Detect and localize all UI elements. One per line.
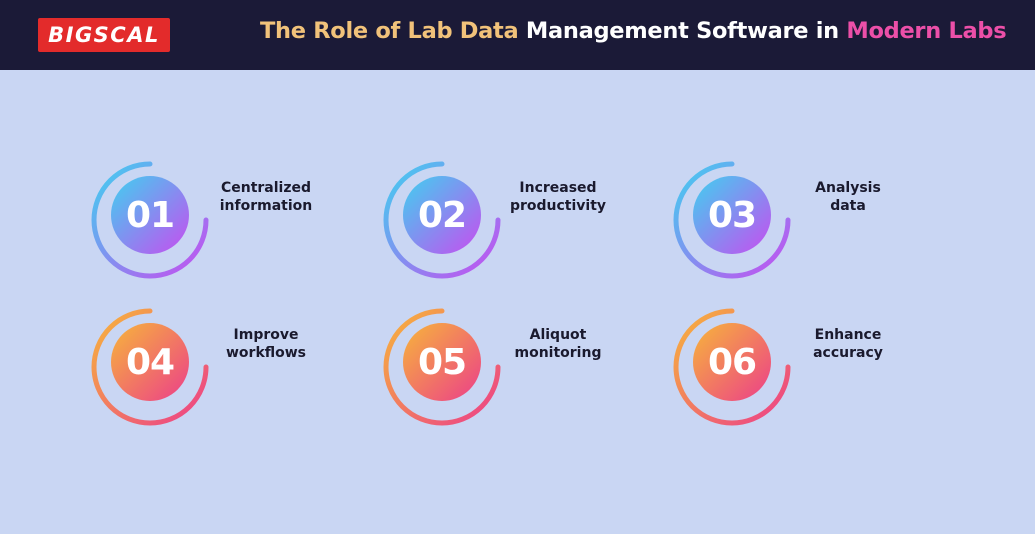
page-title: The Role of Lab Data Management Software… [260, 18, 1007, 44]
logo-text: BIGSCAL [48, 23, 160, 47]
feature-item-06: 06 Enhance accuracy [670, 305, 930, 435]
ring-decoration [383, 161, 638, 279]
step-number-badge: 03 [693, 176, 771, 254]
step-label: Aliquot monitoring [498, 326, 618, 362]
step-label-line2: information [219, 198, 313, 214]
step-number-badge: 05 [403, 323, 481, 401]
title-part-3: Modern Labs [846, 18, 1007, 44]
step-label-line1: Analysis [815, 180, 881, 196]
feature-item-04: 04 Improve workflows [88, 305, 348, 435]
step-label: Enhance accuracy [788, 326, 908, 362]
feature-item-03: 03 Analysis data [670, 158, 930, 288]
step-label-line2: monitoring [514, 345, 602, 361]
header-bar: BIGSCAL The Role of Lab Data Management … [0, 0, 1035, 70]
step-label-line1: Centralized [220, 180, 312, 196]
step-label-line2: data [830, 198, 866, 214]
step-label-line1: Improve [233, 327, 299, 343]
step-number-badge: 04 [111, 323, 189, 401]
title-part-2: Management Software in [525, 18, 847, 44]
step-label: Centralized information [206, 179, 326, 215]
feature-item-02: 02 Increased productivity [380, 158, 640, 288]
step-label-line1: Enhance [814, 327, 882, 343]
step-number-badge: 02 [403, 176, 481, 254]
step-number-badge: 06 [693, 323, 771, 401]
ring-decoration [91, 308, 346, 426]
step-label-line1: Aliquot [529, 327, 587, 343]
ring-decoration [91, 161, 346, 279]
step-label-line2: productivity [509, 198, 607, 214]
title-part-1: The Role of Lab Data [260, 18, 526, 44]
step-label: Increased productivity [498, 179, 618, 215]
feature-item-05: 05 Aliquot monitoring [380, 305, 640, 435]
bigscal-logo[interactable]: BIGSCAL [38, 18, 170, 52]
ring-decoration [383, 308, 638, 426]
feature-item-01: 01 Centralized information [88, 158, 348, 288]
ring-decoration [673, 308, 928, 426]
step-label: Improve workflows [206, 326, 326, 362]
step-label-line2: workflows [225, 345, 307, 361]
step-label: Analysis data [788, 179, 908, 215]
step-label-line2: accuracy [813, 345, 883, 361]
step-number-badge: 01 [111, 176, 189, 254]
step-label-line1: Increased [519, 180, 597, 196]
ring-decoration [673, 161, 928, 279]
